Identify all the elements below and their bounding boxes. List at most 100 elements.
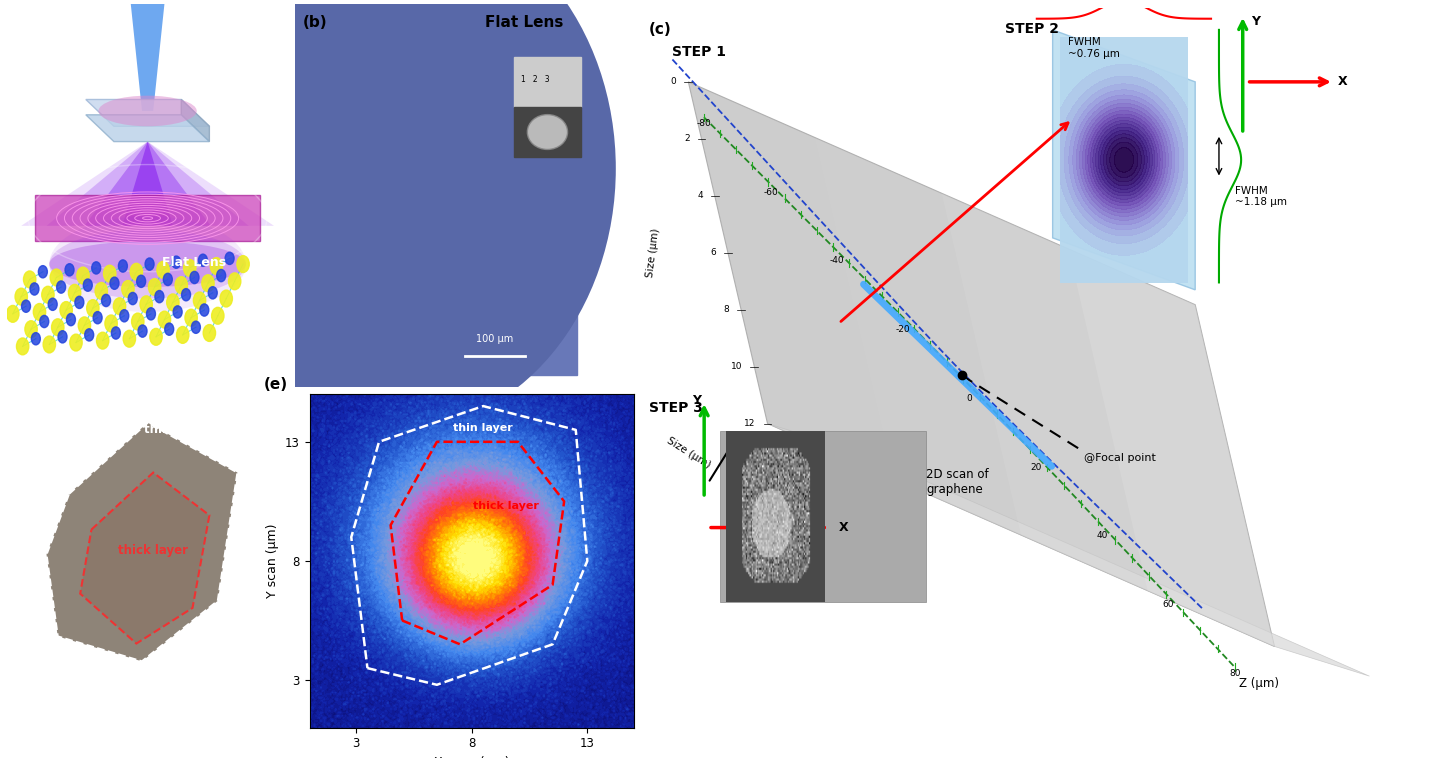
Circle shape bbox=[176, 277, 187, 293]
Circle shape bbox=[148, 279, 161, 296]
Text: thick layer: thick layer bbox=[118, 544, 189, 557]
Text: $\omega$: $\omega$ bbox=[24, 42, 45, 66]
Circle shape bbox=[43, 336, 56, 353]
Circle shape bbox=[137, 275, 145, 287]
Circle shape bbox=[102, 294, 111, 306]
Circle shape bbox=[164, 323, 174, 335]
Ellipse shape bbox=[49, 230, 246, 299]
Circle shape bbox=[86, 299, 99, 317]
Polygon shape bbox=[35, 195, 261, 241]
Text: 10: 10 bbox=[732, 362, 743, 371]
Circle shape bbox=[167, 294, 179, 311]
Circle shape bbox=[216, 269, 226, 282]
Ellipse shape bbox=[223, 0, 573, 379]
Circle shape bbox=[183, 259, 196, 277]
Ellipse shape bbox=[356, 119, 439, 218]
Circle shape bbox=[42, 287, 55, 303]
Circle shape bbox=[114, 298, 125, 315]
Text: 60: 60 bbox=[1162, 600, 1174, 609]
Ellipse shape bbox=[183, 0, 612, 426]
Polygon shape bbox=[1195, 305, 1274, 647]
Text: $2\omega$: $2\omega$ bbox=[24, 149, 60, 174]
Circle shape bbox=[33, 303, 46, 321]
Circle shape bbox=[177, 327, 189, 343]
Circle shape bbox=[163, 274, 173, 286]
Text: @Focal point: @Focal point bbox=[1084, 453, 1156, 463]
Circle shape bbox=[202, 275, 215, 292]
Text: STEP 3: STEP 3 bbox=[648, 401, 703, 415]
Circle shape bbox=[173, 305, 181, 318]
Circle shape bbox=[14, 288, 27, 305]
Circle shape bbox=[95, 283, 108, 299]
Text: 0: 0 bbox=[671, 77, 677, 86]
Text: 10 μm: 10 μm bbox=[82, 740, 120, 753]
Ellipse shape bbox=[315, 70, 480, 268]
Polygon shape bbox=[514, 58, 580, 107]
Circle shape bbox=[109, 277, 120, 290]
Text: KBBF: KBBF bbox=[217, 105, 253, 117]
Circle shape bbox=[193, 292, 206, 309]
Circle shape bbox=[200, 304, 209, 316]
Text: FWHM
~1.18 μm: FWHM ~1.18 μm bbox=[1236, 186, 1287, 208]
Polygon shape bbox=[720, 431, 926, 602]
Ellipse shape bbox=[261, 5, 534, 333]
Circle shape bbox=[118, 260, 127, 272]
Circle shape bbox=[7, 305, 19, 322]
Polygon shape bbox=[86, 99, 209, 127]
Ellipse shape bbox=[192, 0, 603, 416]
Ellipse shape bbox=[527, 114, 567, 149]
Ellipse shape bbox=[281, 29, 514, 309]
Circle shape bbox=[52, 319, 63, 336]
Circle shape bbox=[184, 309, 197, 326]
Polygon shape bbox=[688, 82, 1274, 647]
Text: 2D scan of
graphene: 2D scan of graphene bbox=[926, 468, 988, 496]
Ellipse shape bbox=[49, 216, 246, 312]
Circle shape bbox=[60, 302, 72, 318]
Text: 100 μm: 100 μm bbox=[475, 334, 513, 344]
Text: X: X bbox=[1338, 75, 1348, 89]
Circle shape bbox=[128, 293, 137, 305]
Circle shape bbox=[157, 262, 170, 278]
Circle shape bbox=[150, 328, 163, 345]
Ellipse shape bbox=[340, 99, 456, 239]
Ellipse shape bbox=[266, 12, 528, 325]
Text: FWHM
~0.76 μm: FWHM ~0.76 μm bbox=[1068, 37, 1120, 59]
Circle shape bbox=[158, 312, 170, 328]
Text: -20: -20 bbox=[896, 325, 910, 334]
Polygon shape bbox=[86, 114, 209, 142]
Circle shape bbox=[94, 312, 102, 324]
Polygon shape bbox=[1053, 30, 1195, 290]
Text: Materials: Materials bbox=[161, 355, 228, 368]
Text: Y: Y bbox=[693, 394, 701, 407]
Ellipse shape bbox=[305, 58, 490, 280]
Text: thick layer: thick layer bbox=[474, 501, 539, 512]
Circle shape bbox=[75, 296, 84, 309]
Polygon shape bbox=[85, 142, 210, 226]
Circle shape bbox=[181, 289, 190, 301]
Circle shape bbox=[105, 315, 117, 332]
Text: -60: -60 bbox=[763, 188, 778, 197]
Ellipse shape bbox=[243, 0, 552, 354]
Circle shape bbox=[92, 262, 101, 274]
Circle shape bbox=[30, 283, 39, 295]
Circle shape bbox=[145, 258, 154, 270]
Circle shape bbox=[147, 308, 156, 320]
Ellipse shape bbox=[249, 0, 546, 347]
Circle shape bbox=[48, 298, 58, 311]
Circle shape bbox=[40, 315, 49, 327]
Circle shape bbox=[130, 263, 143, 280]
Polygon shape bbox=[46, 423, 238, 661]
X-axis label: X scan (μm): X scan (μm) bbox=[433, 756, 510, 758]
Circle shape bbox=[104, 265, 115, 282]
Ellipse shape bbox=[200, 0, 595, 406]
Text: (a): (a) bbox=[19, 15, 43, 30]
Circle shape bbox=[238, 255, 249, 273]
Circle shape bbox=[209, 287, 217, 299]
Circle shape bbox=[58, 330, 68, 343]
Ellipse shape bbox=[297, 47, 498, 290]
Circle shape bbox=[120, 309, 128, 322]
Circle shape bbox=[156, 290, 164, 302]
Ellipse shape bbox=[217, 0, 577, 384]
Circle shape bbox=[171, 256, 181, 268]
Polygon shape bbox=[768, 424, 1369, 676]
